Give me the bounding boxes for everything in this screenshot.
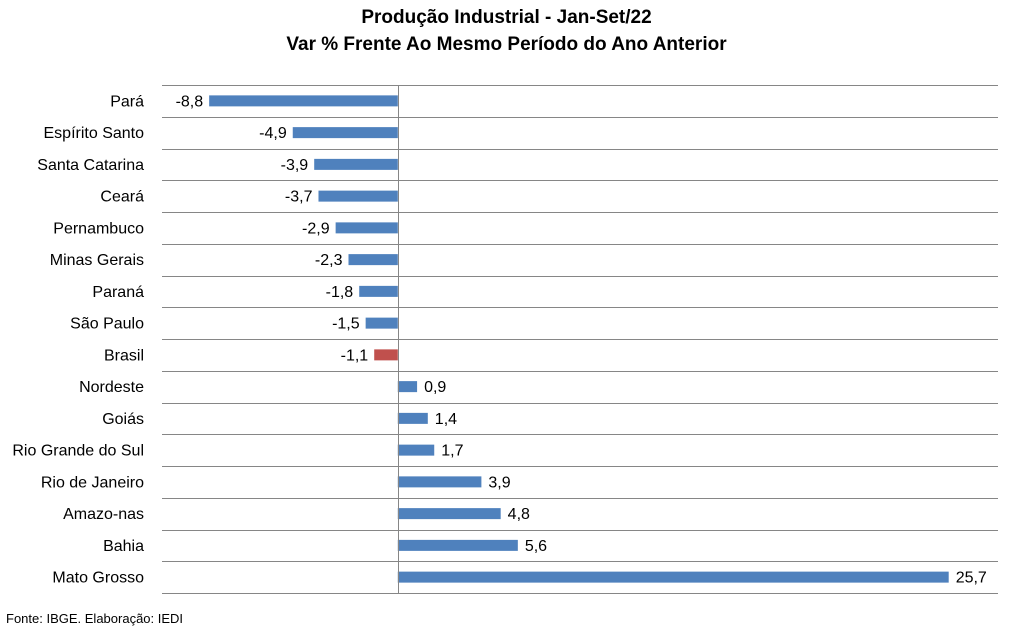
bar xyxy=(397,539,518,551)
grid-lines xyxy=(162,85,998,594)
bar xyxy=(365,317,398,329)
value-label: -8,8 xyxy=(176,93,204,110)
chart-title-line: Produção Industrial - Jan-Set/22 xyxy=(361,7,652,28)
bar xyxy=(292,127,398,139)
category-label: São Paulo xyxy=(70,316,144,333)
category-label: Brasil xyxy=(104,347,144,364)
value-label: -2,9 xyxy=(302,220,330,237)
bar xyxy=(335,222,398,234)
category-label: Rio de Janeiro xyxy=(41,474,144,491)
category-label: Minas Gerais xyxy=(50,252,144,269)
bar xyxy=(397,571,949,583)
value-label: 1,7 xyxy=(441,443,463,460)
category-label: Pernambuco xyxy=(53,220,144,237)
value-label: 5,6 xyxy=(525,538,547,555)
category-labels: Pará Espírito Santo Santa Catarina Ceará Per… xyxy=(12,93,144,586)
value-label: -3,7 xyxy=(285,189,313,206)
bar xyxy=(397,444,435,456)
source-note: Fonte: IBGE. Elaboração: IEDI xyxy=(6,611,184,626)
value-label: -1,5 xyxy=(332,316,360,333)
value-label: -1,8 xyxy=(326,284,354,301)
category-label: Mato Grosso xyxy=(52,570,144,587)
category-label: Bahia xyxy=(103,538,144,555)
value-label: 3,9 xyxy=(488,474,510,491)
value-labels: -8,8 -4,9 -3,9 -3,7 -2,9 -2,3 -1,8 -1,5 -1,1 0,9 1… xyxy=(176,93,987,586)
bar-highlight xyxy=(374,349,398,361)
value-label: -3,9 xyxy=(281,157,309,174)
value-label: 4,8 xyxy=(508,506,530,523)
bar xyxy=(397,476,482,488)
bars xyxy=(209,95,949,583)
bar xyxy=(397,508,501,520)
chart-subtitle-line: Var % Frente Ao Mesmo Período do Ano Ant… xyxy=(286,34,727,55)
category-label: Rio Grande do Sul xyxy=(12,443,144,460)
bar xyxy=(314,158,398,170)
value-label: -1,1 xyxy=(341,347,369,364)
category-label: Santa Catarina xyxy=(37,157,144,174)
category-label: Paraná xyxy=(92,284,144,301)
category-label: Goiás xyxy=(102,411,144,428)
value-label: -2,3 xyxy=(315,252,343,269)
category-label: Pará xyxy=(110,93,144,110)
category-label: Amazo-nas xyxy=(63,506,144,523)
bar xyxy=(359,285,398,297)
bar xyxy=(209,95,398,107)
category-label: Nordeste xyxy=(79,379,144,396)
chart-title: Produção Industrial - Jan-Set/22 Var % F… xyxy=(0,4,1013,58)
value-label: 0,9 xyxy=(424,379,446,396)
bar xyxy=(397,381,418,393)
value-label: 1,4 xyxy=(435,411,457,428)
value-label: 25,7 xyxy=(956,570,987,587)
bar xyxy=(318,190,398,202)
bar xyxy=(348,254,398,266)
category-label: Espírito Santo xyxy=(44,125,145,142)
bar xyxy=(397,412,428,424)
value-label: -4,9 xyxy=(259,125,287,142)
category-label: Ceará xyxy=(100,189,144,206)
